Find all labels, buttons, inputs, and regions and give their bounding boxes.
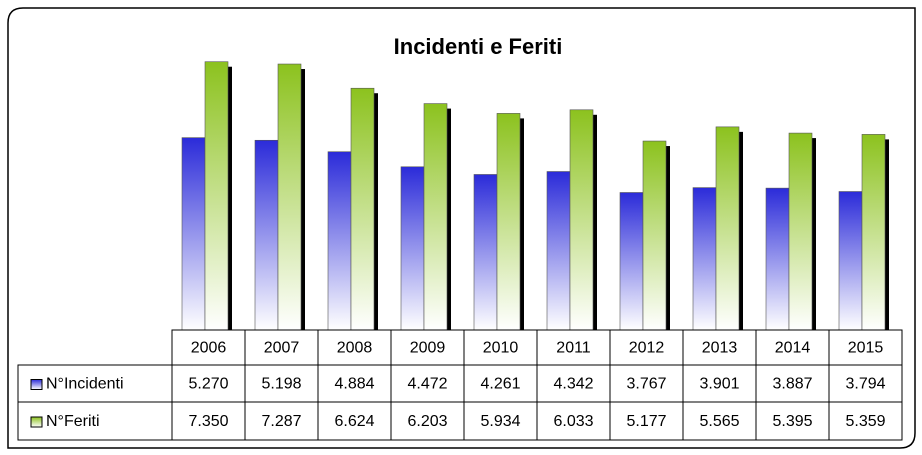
legend-swatch [30, 379, 43, 390]
legend-label: N°Incidenti [46, 376, 124, 393]
bar [861, 134, 886, 331]
table-cell: 3.767 [626, 376, 666, 393]
bar [838, 191, 863, 331]
bar [692, 187, 717, 331]
legend-label: N°Feriti [46, 413, 100, 430]
bar [473, 174, 498, 331]
bar [496, 113, 521, 331]
bar [400, 166, 425, 331]
bar [546, 171, 571, 331]
table-cell: 5.565 [699, 413, 739, 430]
table-cell: 3.794 [845, 376, 885, 393]
table-cell: 5.198 [261, 376, 301, 393]
table-cell: 5.395 [772, 413, 812, 430]
x-tick-label: 2011 [556, 340, 591, 357]
table-cell: 4.884 [334, 376, 374, 393]
table-cell: 3.887 [772, 376, 812, 393]
table-cell: 4.472 [407, 376, 447, 393]
bar [204, 61, 229, 331]
table-cell: 6.203 [407, 413, 447, 430]
bar [327, 151, 352, 331]
bar [619, 192, 644, 331]
table-cell: 3.901 [699, 376, 739, 393]
x-tick-label: 2007 [264, 340, 300, 357]
bar [715, 126, 740, 331]
table-cell: 6.033 [553, 413, 593, 430]
bar [423, 103, 448, 331]
table-cell: 5.359 [845, 413, 885, 430]
x-tick-label: 2008 [337, 340, 373, 357]
bar [569, 109, 594, 331]
table-cell: 5.270 [188, 376, 228, 393]
x-tick-label: 2012 [629, 340, 665, 357]
x-tick-label: 2006 [191, 340, 227, 357]
table-cell: 4.342 [553, 376, 593, 393]
chart-border [7, 7, 916, 449]
table-cell: 7.350 [188, 413, 228, 430]
bar [765, 187, 790, 331]
x-tick-label: 2010 [483, 340, 519, 357]
table-cell: 5.934 [480, 413, 520, 430]
bar [788, 132, 813, 331]
table-cell: 7.287 [261, 413, 301, 430]
bar [254, 139, 279, 331]
chart-title: Incidenti e Feriti [394, 34, 563, 59]
table-cell: 6.624 [334, 413, 374, 430]
bar [181, 137, 206, 331]
legend-swatch [30, 416, 43, 428]
x-tick-label: 2013 [702, 340, 738, 357]
bar [642, 140, 667, 331]
table-cell: 5.177 [626, 413, 666, 430]
x-tick-label: 2015 [848, 340, 884, 357]
table-cell: 4.261 [480, 376, 520, 393]
x-tick-label: 2009 [410, 340, 446, 357]
bar [350, 87, 375, 331]
x-tick-label: 2014 [775, 340, 811, 357]
bar [277, 63, 302, 331]
